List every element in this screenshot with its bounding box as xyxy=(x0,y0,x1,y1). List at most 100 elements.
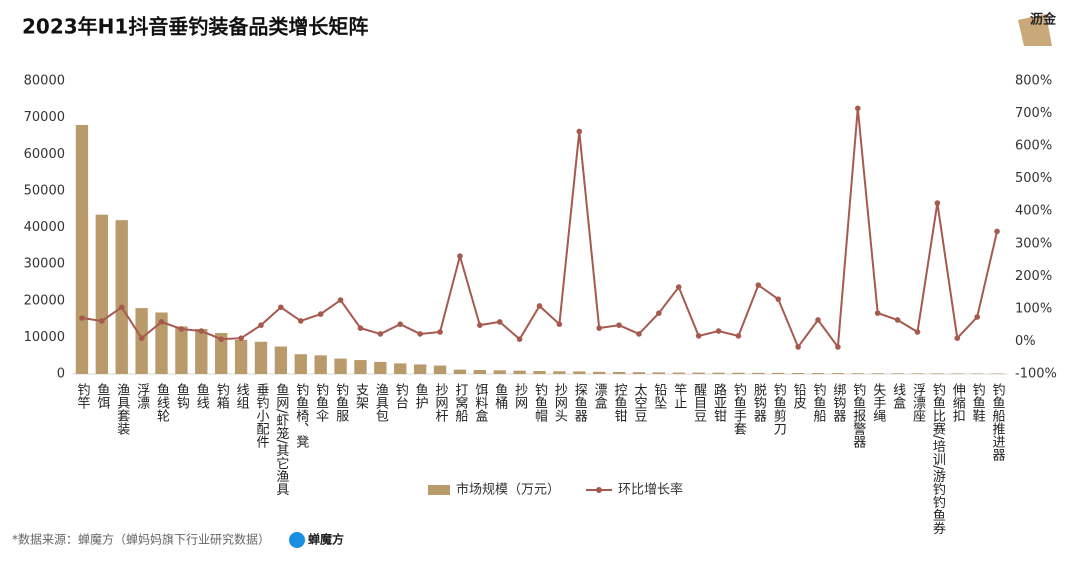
x-tick-label: 打窝船 xyxy=(452,383,468,423)
line-point xyxy=(914,329,921,335)
line-point xyxy=(536,303,543,309)
y2-tick-label: 0% xyxy=(1015,334,1036,349)
bar xyxy=(195,328,208,374)
line-point xyxy=(715,328,722,334)
x-tick-label: 控鱼钳 xyxy=(612,383,628,422)
bar xyxy=(791,372,805,374)
bar xyxy=(891,373,904,374)
x-tick-label: 绑钩器 xyxy=(830,383,846,423)
bar xyxy=(513,370,526,374)
chart-title: 2023年H1抖音垂钓装备品类增长矩阵 xyxy=(22,15,368,39)
x-tick-label: 鱼护 xyxy=(413,382,429,410)
bar xyxy=(772,372,785,374)
bar xyxy=(274,346,288,374)
line-point xyxy=(457,253,463,259)
bar xyxy=(473,369,486,374)
y-tick-label: 30000 xyxy=(24,257,65,272)
x-tick-label: 饵料盒 xyxy=(472,383,488,422)
x-tick-label: 支架 xyxy=(353,383,369,409)
bar xyxy=(652,372,666,374)
bar xyxy=(433,365,447,374)
x-tick-label: 鱼线 xyxy=(194,382,210,409)
y2-tick-label: 800% xyxy=(1015,74,1052,89)
bar xyxy=(553,371,566,374)
x-tick-label: 伸缩扣 xyxy=(950,383,966,422)
line-point xyxy=(118,304,125,311)
y2-tick-label: 600% xyxy=(1015,139,1052,154)
line-point xyxy=(616,322,622,328)
x-tick-label: 渔具套装 xyxy=(114,383,130,435)
line-point xyxy=(636,331,642,337)
y2-tick-label: 100% xyxy=(1015,301,1052,316)
line-point xyxy=(854,105,861,112)
bar xyxy=(354,360,367,374)
bar xyxy=(215,332,228,374)
x-tick-label: 钓鱼椅、凳 xyxy=(293,383,309,449)
line-point xyxy=(377,331,384,337)
y2-tick-label: 500% xyxy=(1015,171,1052,186)
bar xyxy=(990,373,1004,374)
x-tick-label: 钓鱼报警器 xyxy=(850,383,866,449)
bar xyxy=(712,372,725,374)
bar xyxy=(752,372,765,374)
x-tick-label: 鱼饵 xyxy=(94,382,110,409)
line-point xyxy=(556,321,563,327)
bar xyxy=(115,220,128,374)
line-point xyxy=(138,335,145,341)
line-point xyxy=(357,325,364,331)
bar xyxy=(294,354,307,374)
bar xyxy=(334,358,347,374)
x-tick-label: 抄网杆 xyxy=(433,383,449,422)
x-tick-label: 漂盒 xyxy=(592,382,608,409)
x-tick-label: 钓鱼比赛/培训/游钓钓鱼券 xyxy=(930,383,946,535)
x-tick-label: 脱钩器 xyxy=(751,383,767,423)
line-point xyxy=(198,328,205,334)
line-point xyxy=(894,317,901,323)
bar xyxy=(632,372,646,374)
bar xyxy=(951,373,964,374)
line-point xyxy=(79,315,85,321)
logo-text: 沥金 xyxy=(1030,12,1057,28)
bar xyxy=(493,370,506,374)
x-tick-label: 太空豆 xyxy=(631,383,647,422)
x-tick-label: 渔具包 xyxy=(373,383,389,422)
x-tick-label: 鱼线轮 xyxy=(154,382,170,423)
bar xyxy=(871,373,884,374)
bar xyxy=(672,372,685,374)
line-point xyxy=(795,344,801,350)
x-tick-label: 钓鱼鞋 xyxy=(970,383,986,422)
x-tick-label: 鱼桶 xyxy=(492,382,508,409)
bar xyxy=(155,312,168,374)
x-tick-label: 钓竿 xyxy=(74,383,90,409)
line-point xyxy=(994,228,1000,235)
x-tick-label: 铅坠 xyxy=(651,383,667,409)
x-tick-label: 鱼钩 xyxy=(174,382,190,409)
legend-label: 市场规模（万元） xyxy=(456,482,560,498)
x-tick-label: 铅皮 xyxy=(791,383,807,409)
x-tick-label: 钓台 xyxy=(393,383,409,409)
line-point xyxy=(417,331,423,337)
x-tick-label: 竿止 xyxy=(671,382,687,409)
bar xyxy=(314,355,327,374)
bar xyxy=(593,371,606,374)
bar xyxy=(533,371,546,374)
line-point xyxy=(516,336,523,342)
y-tick-label: 80000 xyxy=(24,74,65,89)
line-point xyxy=(735,333,742,339)
line-point xyxy=(596,325,602,331)
bar xyxy=(911,373,924,374)
y2-tick-label: 300% xyxy=(1015,236,1052,251)
x-tick-label: 失手绳 xyxy=(870,383,886,422)
x-tick-label: 抄网头 xyxy=(552,383,568,422)
line-point xyxy=(974,314,980,320)
line-point xyxy=(99,318,105,324)
legend-swatch xyxy=(428,485,450,495)
x-tick-label: 浮漂 xyxy=(134,383,150,409)
bar xyxy=(453,369,467,374)
bar xyxy=(394,363,407,374)
bar xyxy=(931,373,944,374)
line-point xyxy=(656,310,662,316)
x-tick-label: 鱼网/虾笼/其它渔具 xyxy=(273,382,289,496)
y-tick-label: 0 xyxy=(57,367,65,382)
